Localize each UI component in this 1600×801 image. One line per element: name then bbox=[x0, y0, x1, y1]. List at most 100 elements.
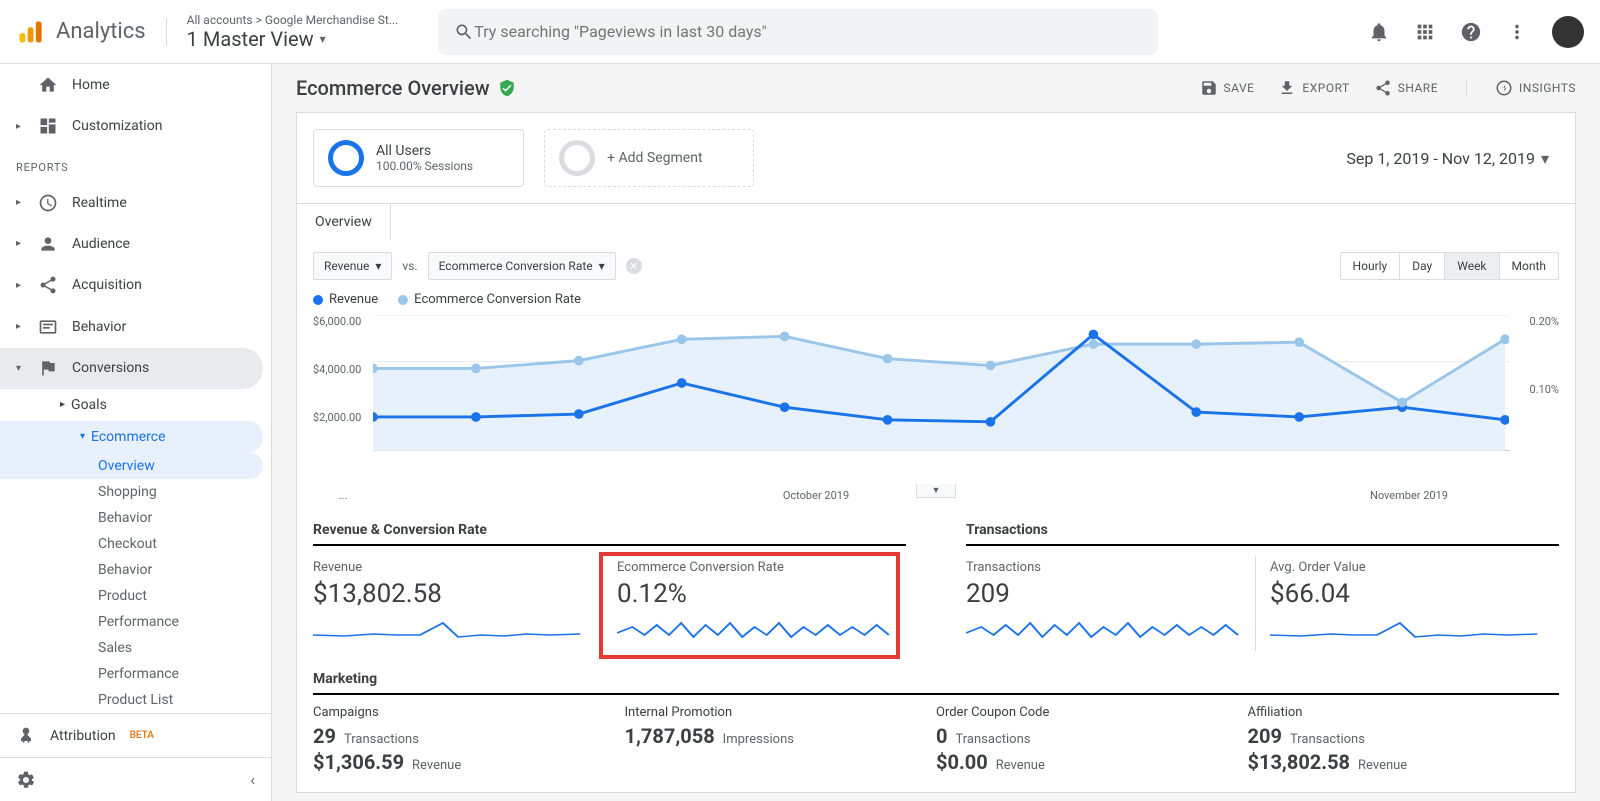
metric-ecommerce-conversion-rate[interactable]: Ecommerce Conversion Rate 0.12% bbox=[603, 556, 906, 651]
nav-label: Goals bbox=[71, 397, 107, 413]
logo-block[interactable]: Analytics bbox=[16, 18, 167, 46]
chart-controls: Revenue▾ vs. Ecommerce Conversion Rate▾ … bbox=[297, 240, 1575, 292]
metric-value: 209 bbox=[966, 575, 1241, 613]
mk-label: Affiliation bbox=[1248, 705, 1540, 720]
ecommerce-sub-item[interactable]: Behavior bbox=[0, 557, 271, 583]
metric-label: Avg. Order Value bbox=[1270, 560, 1545, 575]
nav-label: Conversions bbox=[72, 360, 149, 376]
metric-value: $66.04 bbox=[1270, 575, 1545, 613]
metric-label: Transactions bbox=[966, 560, 1241, 575]
help-icon[interactable] bbox=[1460, 21, 1482, 43]
marketing-col[interactable]: Internal Promotion1,787,058Impressions bbox=[625, 705, 937, 776]
mk-value: 29 bbox=[313, 724, 336, 748]
metrics-group-transactions: Transactions Transactions 209 Avg. Order… bbox=[966, 522, 1559, 651]
nav-home[interactable]: Home bbox=[0, 64, 271, 105]
mk-label: Order Coupon Code bbox=[936, 705, 1228, 720]
mk-value: 1,787,058 bbox=[625, 724, 715, 748]
page-title: Ecommerce Overview bbox=[296, 76, 516, 100]
expand-chart-button[interactable]: ▼ bbox=[916, 484, 956, 498]
nav-attribution[interactable]: Attribution BETA bbox=[0, 713, 271, 757]
sparkline bbox=[966, 613, 1241, 643]
mk-unit: Revenue bbox=[1358, 758, 1407, 773]
vs-label: vs. bbox=[402, 259, 417, 273]
y-axis-label: $4,000.00 bbox=[313, 363, 361, 376]
header-icons bbox=[1348, 16, 1584, 48]
metric-y-dropdown[interactable]: Ecommerce Conversion Rate▾ bbox=[428, 252, 616, 280]
ecommerce-sub-item[interactable]: Product bbox=[0, 583, 271, 609]
save-button[interactable]: SAVE bbox=[1200, 79, 1255, 97]
ecommerce-sub-item[interactable]: Shopping bbox=[0, 479, 271, 505]
share-button[interactable]: SHARE bbox=[1374, 79, 1438, 97]
caret-down-icon: ▾ bbox=[1541, 149, 1549, 168]
x-axis-label: November 2019 bbox=[1259, 489, 1559, 502]
ecommerce-sub-item[interactable]: Sales bbox=[0, 635, 271, 661]
nav-acquisition[interactable]: ▸ Acquisition bbox=[0, 265, 271, 306]
nav-customization[interactable]: ▸ Customization bbox=[0, 105, 271, 146]
metric-revenue[interactable]: Revenue $13,802.58 bbox=[313, 556, 603, 651]
time-option-day[interactable]: Day bbox=[1400, 253, 1445, 279]
mk-value: $0.00 bbox=[936, 750, 988, 774]
nav-label: Audience bbox=[72, 236, 130, 252]
y-axis-label: $6,000.00 bbox=[313, 315, 361, 328]
ecommerce-sub-item[interactable]: Checkout bbox=[0, 531, 271, 557]
sidebar-collapse[interactable]: ‹ bbox=[0, 757, 271, 801]
sparkline bbox=[1270, 613, 1545, 643]
bell-icon[interactable] bbox=[1368, 21, 1390, 43]
segment-all-users[interactable]: All Users 100.00% Sessions bbox=[313, 129, 524, 187]
caret-down-icon: ▾ bbox=[599, 259, 605, 273]
ecommerce-sub-item[interactable]: Overview bbox=[0, 453, 263, 479]
breadcrumb: All accounts > Google Merchandise St... bbox=[187, 13, 399, 27]
nav-audience[interactable]: ▸ Audience bbox=[0, 223, 271, 264]
x-axis-label: October 2019 bbox=[373, 489, 1259, 502]
segment-circle-icon bbox=[559, 140, 595, 176]
metrics-group-title: Revenue & Conversion Rate bbox=[313, 522, 906, 546]
add-segment-button[interactable]: + Add Segment bbox=[544, 129, 753, 187]
caret-down-icon: ▾ bbox=[320, 32, 326, 46]
metric-value: 0.12% bbox=[617, 575, 892, 613]
nav-behavior[interactable]: ▸ Behavior bbox=[0, 306, 271, 347]
avatar[interactable] bbox=[1552, 16, 1584, 48]
apps-icon[interactable] bbox=[1414, 21, 1436, 43]
ecommerce-sub-item[interactable]: Product List bbox=[0, 687, 271, 713]
search-input[interactable] bbox=[474, 22, 1142, 41]
y-axis-label: $2,000.00 bbox=[313, 411, 361, 424]
marketing-col[interactable]: Order Coupon Code0Transactions$0.00Reven… bbox=[936, 705, 1248, 776]
sparkline bbox=[313, 613, 588, 643]
main-content: Ecommerce Overview SAVE EXPORT SHARE INS… bbox=[272, 64, 1600, 801]
marketing-col[interactable]: Campaigns29Transactions$1,306.59Revenue bbox=[313, 705, 625, 776]
account-selector[interactable]: All accounts > Google Merchandise St... … bbox=[167, 13, 419, 51]
date-range-picker[interactable]: Sep 1, 2019 - Nov 12, 2019 ▾ bbox=[1346, 149, 1559, 168]
ecommerce-sub-item[interactable]: Performance bbox=[0, 609, 271, 635]
nav-label: Realtime bbox=[72, 195, 127, 211]
flag-icon bbox=[38, 358, 58, 378]
gear-icon[interactable] bbox=[16, 770, 36, 790]
export-button[interactable]: EXPORT bbox=[1278, 79, 1349, 97]
x-axis: ... October 2019 November 2019 ▼ bbox=[297, 485, 1575, 506]
ecommerce-submenu: OverviewShoppingBehaviorCheckoutBehavior… bbox=[0, 453, 271, 713]
remove-metric-button[interactable]: ✕ bbox=[626, 258, 642, 274]
nav-goals[interactable]: ▸Goals bbox=[0, 389, 271, 421]
segment-sublabel: 100.00% Sessions bbox=[376, 159, 473, 173]
marketing-col[interactable]: Affiliation209Transactions$13,802.58Reve… bbox=[1248, 705, 1560, 776]
nav-realtime[interactable]: ▸ Realtime bbox=[0, 182, 271, 223]
search-box[interactable] bbox=[438, 9, 1158, 55]
attribution-icon bbox=[16, 726, 36, 746]
ecommerce-sub-item[interactable]: Performance bbox=[0, 661, 271, 687]
tab-overview[interactable]: Overview bbox=[296, 203, 391, 240]
metric-x-dropdown[interactable]: Revenue▾ bbox=[313, 252, 392, 280]
metric-avg-order-value[interactable]: Avg. Order Value $66.04 bbox=[1256, 556, 1559, 651]
chart-svg bbox=[373, 315, 1509, 451]
verified-icon bbox=[498, 79, 516, 97]
more-vert-icon[interactable] bbox=[1506, 21, 1528, 43]
nav-ecommerce[interactable]: ▾Ecommerce bbox=[0, 421, 263, 453]
main-chart: $6,000.00 $4,000.00 $2,000.00 0.20% 0.10… bbox=[313, 315, 1559, 485]
mk-unit: Transactions bbox=[955, 732, 1030, 747]
time-option-hourly[interactable]: Hourly bbox=[1341, 253, 1401, 279]
insights-button[interactable]: INSIGHTS bbox=[1495, 79, 1576, 97]
nav-conversions[interactable]: ▾ Conversions bbox=[0, 348, 263, 389]
nav-label: Acquisition bbox=[72, 277, 142, 293]
time-option-week[interactable]: Week bbox=[1445, 253, 1499, 279]
time-option-month[interactable]: Month bbox=[1500, 253, 1558, 279]
ecommerce-sub-item[interactable]: Behavior bbox=[0, 505, 271, 531]
metric-transactions[interactable]: Transactions 209 bbox=[966, 556, 1256, 651]
